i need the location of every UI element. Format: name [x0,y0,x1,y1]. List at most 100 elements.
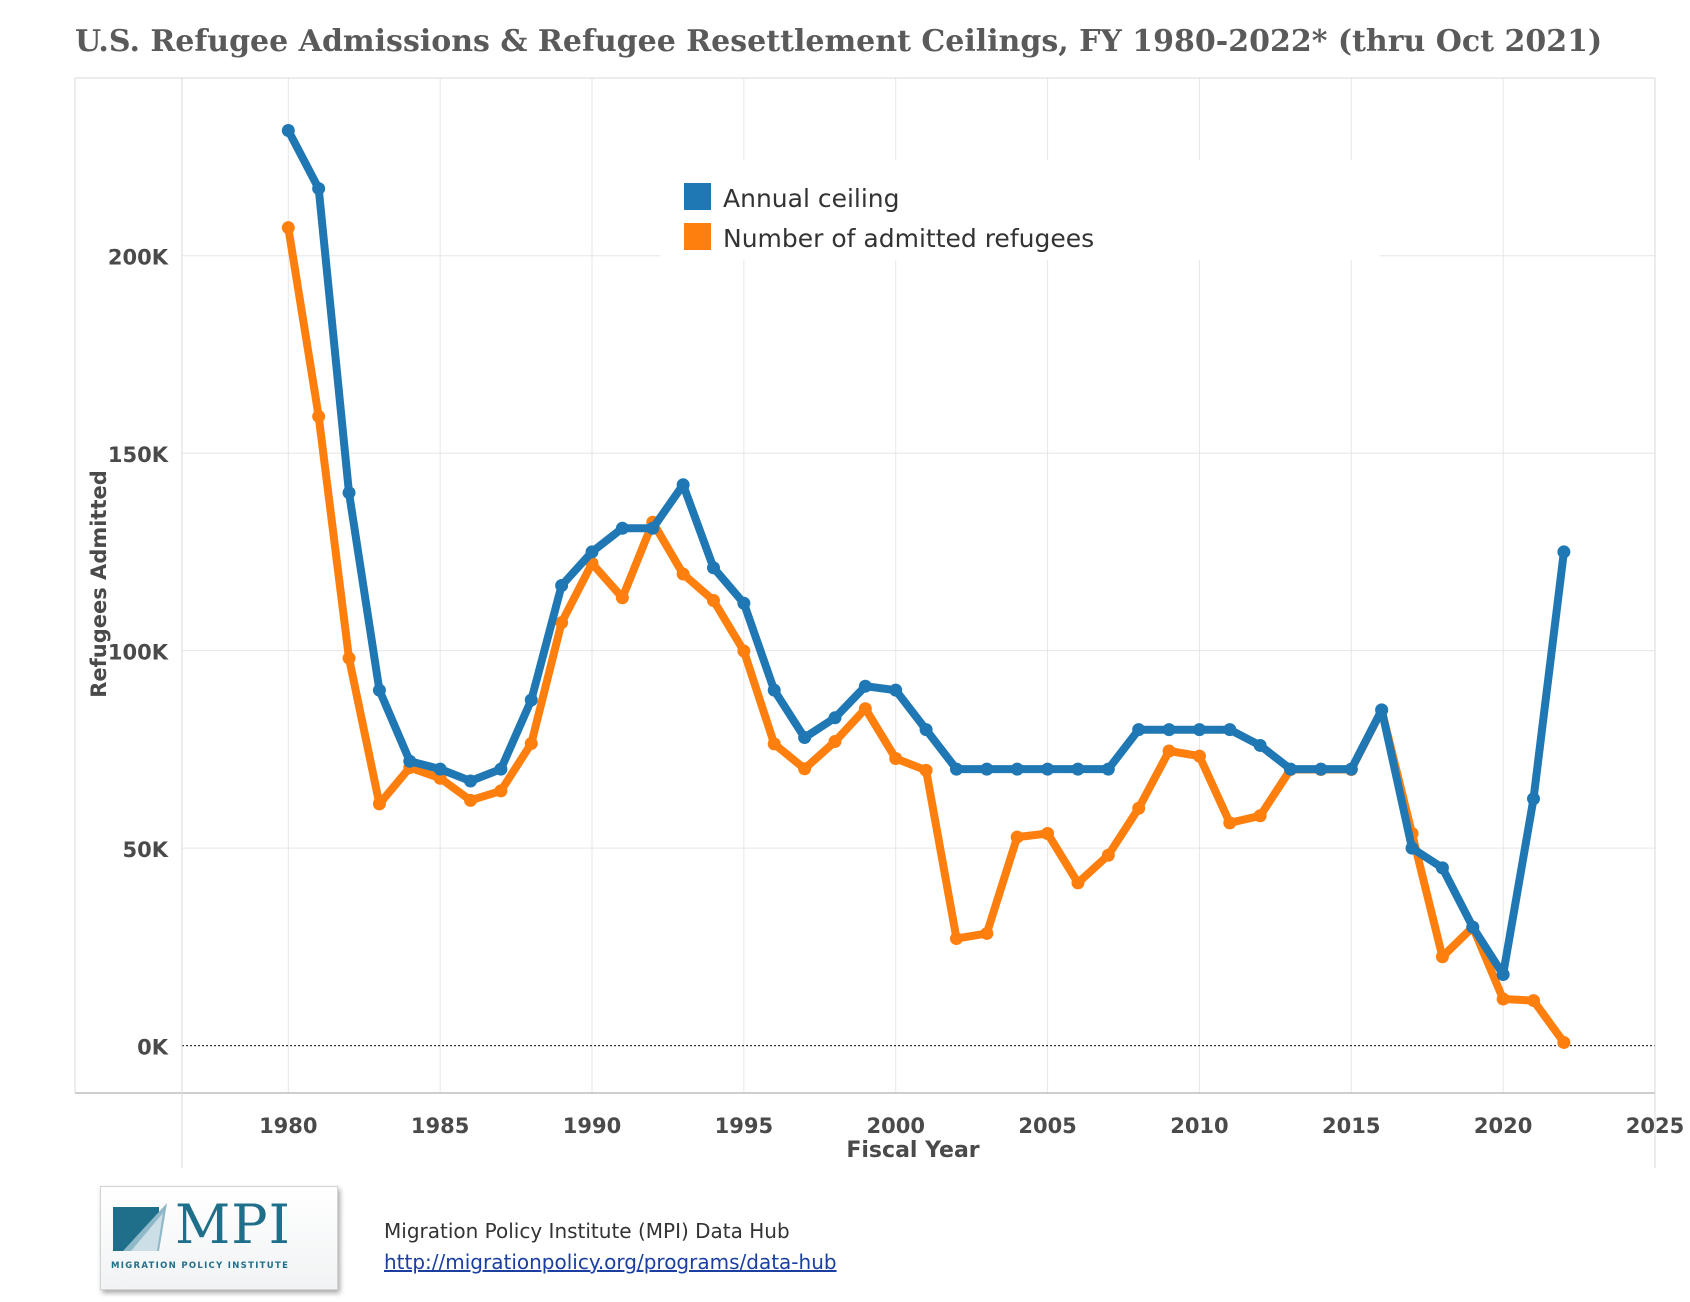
x-tick-label: 2015 [1322,1114,1380,1138]
point-admitted[interactable] [464,793,478,807]
point-admitted[interactable] [1071,876,1085,890]
point-ceiling[interactable] [1253,738,1267,752]
point-admitted[interactable] [494,784,508,798]
point-admitted[interactable] [676,567,690,581]
point-ceiling[interactable] [555,579,569,592]
point-admitted[interactable] [1010,830,1024,844]
legend-label-admitted: Number of admitted refugees [723,224,1094,253]
point-ceiling[interactable] [676,478,690,492]
point-ceiling[interactable] [858,679,872,693]
point-ceiling[interactable] [1101,762,1115,776]
y-axis-title: Refugees Admitted [87,470,111,698]
point-admitted[interactable] [1223,816,1237,830]
x-axis-title: Fiscal Year [846,1138,979,1163]
x-tick-label: 1985 [411,1114,469,1138]
point-ceiling[interactable] [1527,792,1541,806]
point-admitted[interactable] [281,221,295,235]
legend-background [660,160,1380,260]
point-admitted[interactable] [767,737,781,751]
logo-tagline: MIGRATION POLICY INSTITUTE [111,1261,290,1271]
point-ceiling[interactable] [980,762,994,776]
point-ceiling[interactable] [615,521,629,535]
point-admitted[interactable] [980,926,994,940]
point-admitted[interactable] [1101,848,1115,862]
point-ceiling[interactable] [737,596,751,610]
x-tick-label: 1995 [715,1114,773,1138]
point-ceiling[interactable] [1557,545,1571,559]
point-ceiling[interactable] [1344,762,1358,776]
point-ceiling[interactable] [281,124,295,138]
point-ceiling[interactable] [767,683,781,697]
point-admitted[interactable] [1192,749,1206,763]
point-ceiling[interactable] [949,762,963,776]
point-ceiling[interactable] [1192,723,1206,737]
point-ceiling[interactable] [1223,723,1237,737]
point-ceiling[interactable] [585,545,599,559]
y-tick-label: 200K [108,246,169,270]
point-ceiling[interactable] [1041,762,1055,776]
point-admitted[interactable] [433,771,447,785]
x-tick-label: 2010 [1170,1114,1228,1138]
point-admitted[interactable] [1557,1035,1571,1049]
point-ceiling[interactable] [1466,920,1480,934]
point-admitted[interactable] [615,591,629,605]
point-admitted[interactable] [949,932,963,946]
point-ceiling[interactable] [646,521,660,535]
point-ceiling[interactable] [889,683,903,697]
point-ceiling[interactable] [1375,703,1389,717]
point-ceiling[interactable] [1314,762,1328,776]
point-ceiling[interactable] [919,723,933,737]
mpi-logo[interactable]: MPI MIGRATION POLICY INSTITUTE [100,1186,338,1290]
point-ceiling[interactable] [1405,841,1419,855]
legend-swatch-admitted [684,223,711,250]
point-admitted[interactable] [372,797,386,811]
x-tick-label: 2005 [1018,1114,1076,1138]
point-ceiling[interactable] [372,683,386,697]
chart-title: U.S. Refugee Admissions & Refugee Resett… [75,24,1603,59]
point-admitted[interactable] [1132,801,1146,815]
point-admitted[interactable] [706,594,720,608]
point-admitted[interactable] [828,735,842,749]
point-admitted[interactable] [858,702,872,716]
y-tick-label: 50K [123,838,169,862]
point-admitted[interactable] [1253,809,1267,823]
point-ceiling[interactable] [464,774,478,788]
point-ceiling[interactable] [706,561,720,575]
point-ceiling[interactable] [798,731,812,745]
point-admitted[interactable] [889,751,903,765]
point-ceiling[interactable] [1435,861,1449,875]
source-name: Migration Policy Institute (MPI) Data Hu… [384,1219,790,1243]
point-ceiling[interactable] [828,711,842,725]
point-ceiling[interactable] [1284,762,1298,776]
point-ceiling[interactable] [1496,968,1510,982]
point-admitted[interactable] [1527,994,1541,1008]
point-ceiling[interactable] [524,693,538,707]
point-admitted[interactable] [312,409,326,423]
point-ceiling[interactable] [1132,723,1146,737]
point-admitted[interactable] [1162,744,1176,758]
point-admitted[interactable] [737,644,751,658]
point-ceiling[interactable] [494,762,508,776]
y-tick-label: 0K [137,1036,169,1060]
y-tick-label: 100K [108,641,169,665]
logo-mark-icon [113,1203,167,1251]
point-ceiling[interactable] [342,486,356,500]
point-admitted[interactable] [1496,992,1510,1006]
point-admitted[interactable] [798,762,812,776]
point-ceiling[interactable] [1071,762,1085,776]
axis-layer: 1980 1985 1990 1995 2000 2005 2010 2015 2020 2025… [108,246,1684,1138]
point-admitted[interactable] [342,651,356,665]
point-admitted[interactable] [555,616,569,630]
point-admitted[interactable] [1041,827,1055,841]
legend-label-ceiling: Annual ceiling [723,184,900,213]
point-ceiling[interactable] [403,754,417,768]
point-ceiling[interactable] [433,762,447,776]
point-ceiling[interactable] [312,182,326,196]
point-ceiling[interactable] [1162,723,1176,737]
point-admitted[interactable] [1435,950,1449,964]
point-admitted[interactable] [919,763,933,777]
point-ceiling[interactable] [1010,762,1024,776]
source-link[interactable]: http://migrationpolicy.org/programs/data… [384,1250,837,1274]
point-admitted[interactable] [524,736,538,750]
